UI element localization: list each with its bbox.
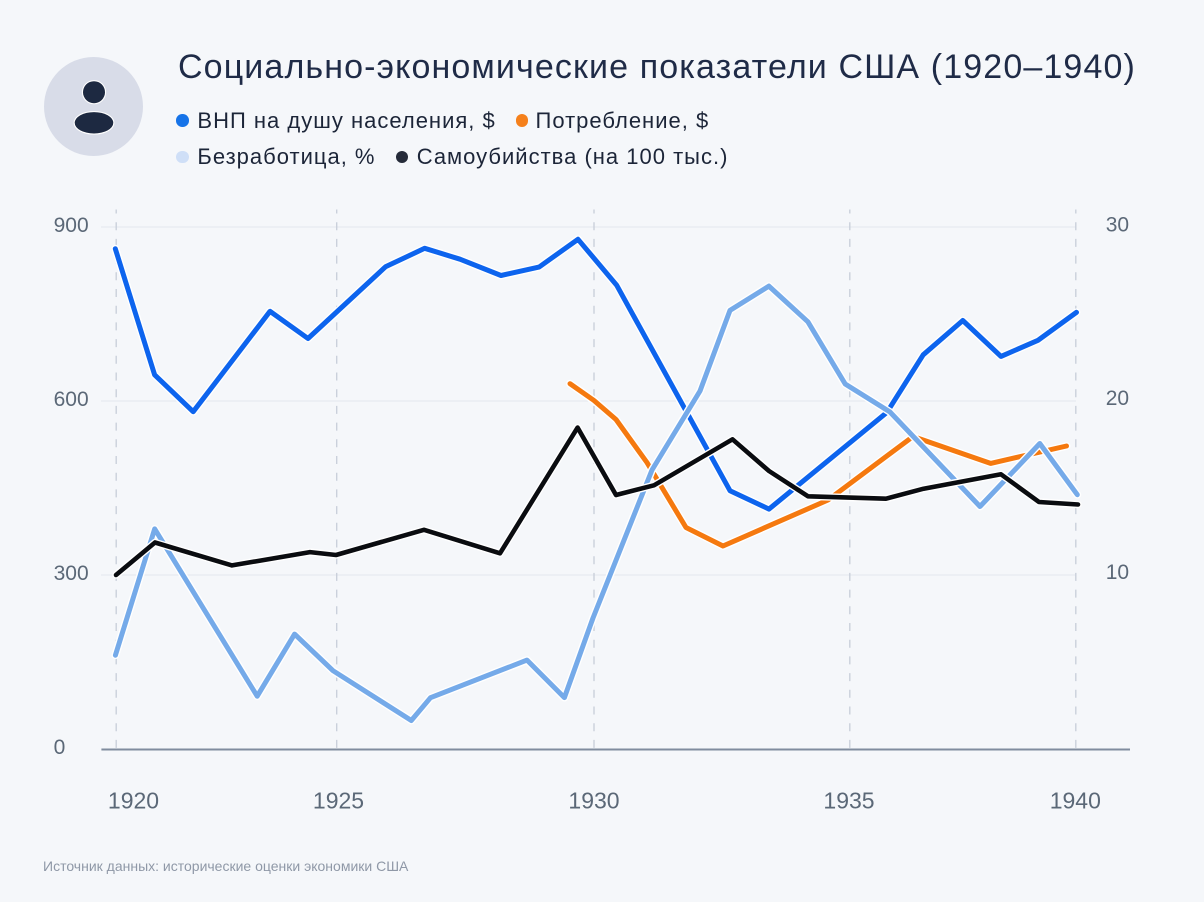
svg-text:10: 10: [1106, 561, 1129, 584]
svg-text:1930: 1930: [568, 788, 619, 814]
svg-text:30: 30: [1106, 214, 1129, 237]
svg-text:1920: 1920: [108, 788, 159, 814]
svg-text:600: 600: [54, 388, 89, 411]
svg-text:0: 0: [54, 736, 66, 759]
svg-text:300: 300: [54, 562, 89, 585]
svg-text:1925: 1925: [313, 788, 364, 814]
svg-text:20: 20: [1106, 387, 1129, 410]
svg-text:900: 900: [54, 214, 89, 237]
svg-text:1940: 1940: [1050, 788, 1101, 814]
svg-text:1935: 1935: [823, 788, 874, 814]
